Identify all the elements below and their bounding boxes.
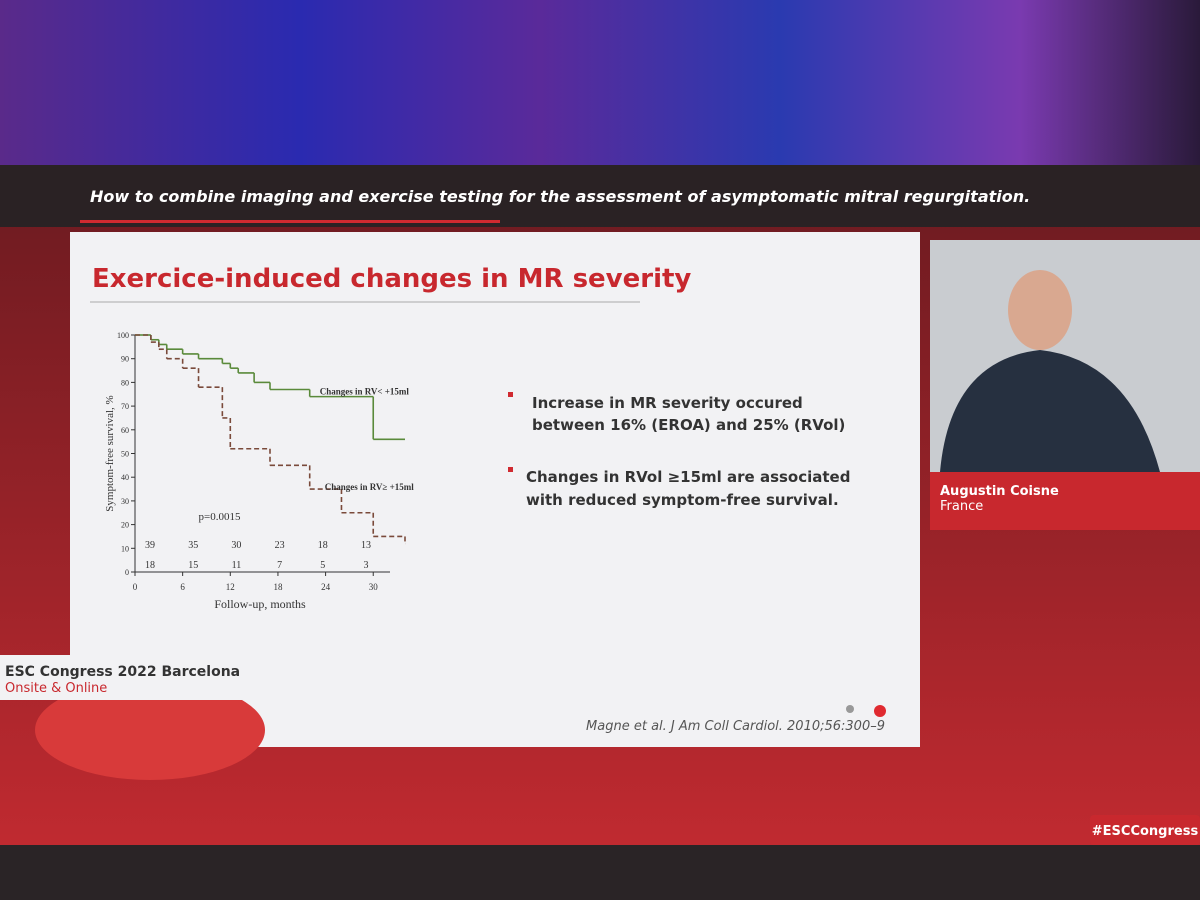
y-tick-label: 80 bbox=[121, 378, 129, 387]
x-axis-label: Follow-up, months bbox=[214, 597, 306, 611]
hashtag-box bbox=[1090, 815, 1200, 845]
y-tick-label: 70 bbox=[121, 402, 129, 411]
y-tick-label: 60 bbox=[121, 426, 129, 435]
x-tick-label: 30 bbox=[369, 582, 379, 592]
slide-dot bbox=[874, 705, 886, 717]
y-tick-label: 0 bbox=[125, 568, 129, 577]
y-tick-label: 10 bbox=[121, 544, 129, 553]
number-at-risk: 18 bbox=[145, 560, 155, 571]
number-at-risk: 13 bbox=[361, 540, 371, 551]
bullet bbox=[508, 392, 513, 397]
x-tick-label: 0 bbox=[133, 582, 138, 592]
y-tick-label: 50 bbox=[121, 450, 129, 459]
header-rule bbox=[80, 220, 500, 223]
bullet-line: with reduced symptom-free survival. bbox=[526, 491, 839, 509]
speaker-head bbox=[1008, 270, 1072, 350]
series-label: Changes in RV< +15ml bbox=[320, 387, 410, 397]
number-at-risk: 5 bbox=[320, 560, 325, 571]
x-tick-label: 12 bbox=[226, 582, 235, 592]
slide-title: Exercice-induced changes in MR severity bbox=[92, 264, 691, 294]
x-tick-label: 24 bbox=[321, 582, 331, 592]
footer-strip bbox=[0, 655, 920, 700]
citation: Magne et al. J Am Coll Cardiol. 2010;56:… bbox=[586, 719, 885, 734]
slide-dot bbox=[846, 705, 854, 713]
y-tick-label: 40 bbox=[121, 473, 129, 482]
annotation: p=0.0015 bbox=[199, 511, 241, 523]
y-tick-label: 90 bbox=[121, 355, 129, 364]
header-band bbox=[0, 165, 1200, 227]
bullet-line: Changes in RVol ≥15ml are associated bbox=[526, 468, 850, 486]
footer-text: ESC Congress 2022 Barcelona bbox=[5, 664, 240, 680]
decor-shape bbox=[35, 680, 265, 780]
number-at-risk: 15 bbox=[188, 560, 198, 571]
number-at-risk: 7 bbox=[277, 560, 282, 571]
hashtag: #ESCCongress bbox=[1092, 824, 1199, 839]
number-at-risk: 39 bbox=[145, 540, 155, 551]
footer-text: Onsite & Online bbox=[5, 681, 107, 696]
speaker-name: Augustin Coisne bbox=[940, 484, 1059, 499]
x-tick-label: 18 bbox=[273, 582, 283, 592]
number-at-risk: 23 bbox=[275, 540, 285, 551]
number-at-risk: 35 bbox=[188, 540, 198, 551]
speaker-body bbox=[940, 350, 1160, 472]
speaker-name-bar bbox=[930, 472, 1200, 530]
header-title: How to combine imaging and exercise test… bbox=[90, 187, 1030, 206]
number-at-risk: 11 bbox=[232, 560, 242, 571]
series-label: Changes in RV≥ +15ml bbox=[325, 482, 415, 492]
bullet-line: Increase in MR severity occured bbox=[532, 394, 803, 412]
number-at-risk: 3 bbox=[364, 560, 369, 571]
y-axis-label: Symptom-free survival, % bbox=[104, 395, 116, 511]
x-tick-label: 6 bbox=[180, 582, 185, 592]
number-at-risk: 30 bbox=[231, 540, 241, 551]
y-tick-label: 20 bbox=[121, 521, 129, 530]
y-tick-label: 30 bbox=[121, 497, 129, 506]
bullet-line: between 16% (EROA) and 25% (RVol) bbox=[532, 416, 845, 434]
speaker-country: France bbox=[940, 499, 983, 514]
number-at-risk: 18 bbox=[318, 540, 328, 551]
bullet bbox=[508, 467, 513, 472]
y-tick-label: 100 bbox=[117, 331, 129, 340]
